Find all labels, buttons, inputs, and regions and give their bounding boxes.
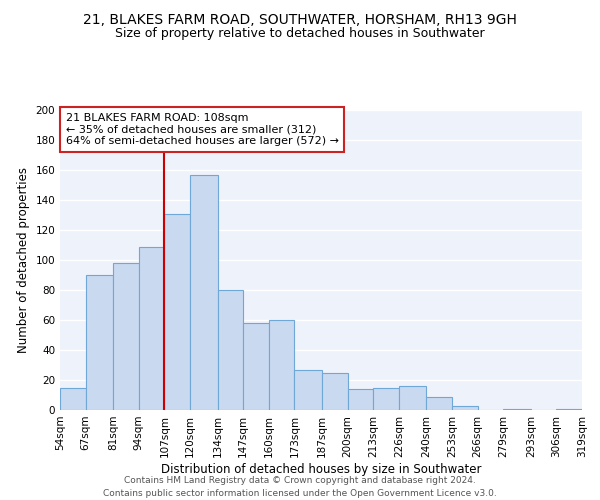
Bar [164,214,190,410]
Bar [269,320,295,410]
Bar [322,372,347,410]
Bar [399,386,427,410]
Bar [190,174,218,410]
Bar [452,406,478,410]
Bar [218,290,243,410]
Bar [503,408,531,410]
Bar [373,388,399,410]
Bar [60,388,86,410]
Text: Size of property relative to detached houses in Southwater: Size of property relative to detached ho… [115,28,485,40]
Text: 21 BLAKES FARM ROAD: 108sqm
← 35% of detached houses are smaller (312)
64% of se: 21 BLAKES FARM ROAD: 108sqm ← 35% of det… [66,113,339,146]
Bar [295,370,322,410]
Bar [113,263,139,410]
X-axis label: Distribution of detached houses by size in Southwater: Distribution of detached houses by size … [161,462,481,475]
Bar [243,323,269,410]
Bar [427,396,452,410]
Y-axis label: Number of detached properties: Number of detached properties [17,167,30,353]
Text: 21, BLAKES FARM ROAD, SOUTHWATER, HORSHAM, RH13 9GH: 21, BLAKES FARM ROAD, SOUTHWATER, HORSHA… [83,12,517,26]
Bar [556,408,582,410]
Bar [139,246,164,410]
Text: Contains HM Land Registry data © Crown copyright and database right 2024.
Contai: Contains HM Land Registry data © Crown c… [103,476,497,498]
Bar [86,275,113,410]
Bar [347,389,373,410]
